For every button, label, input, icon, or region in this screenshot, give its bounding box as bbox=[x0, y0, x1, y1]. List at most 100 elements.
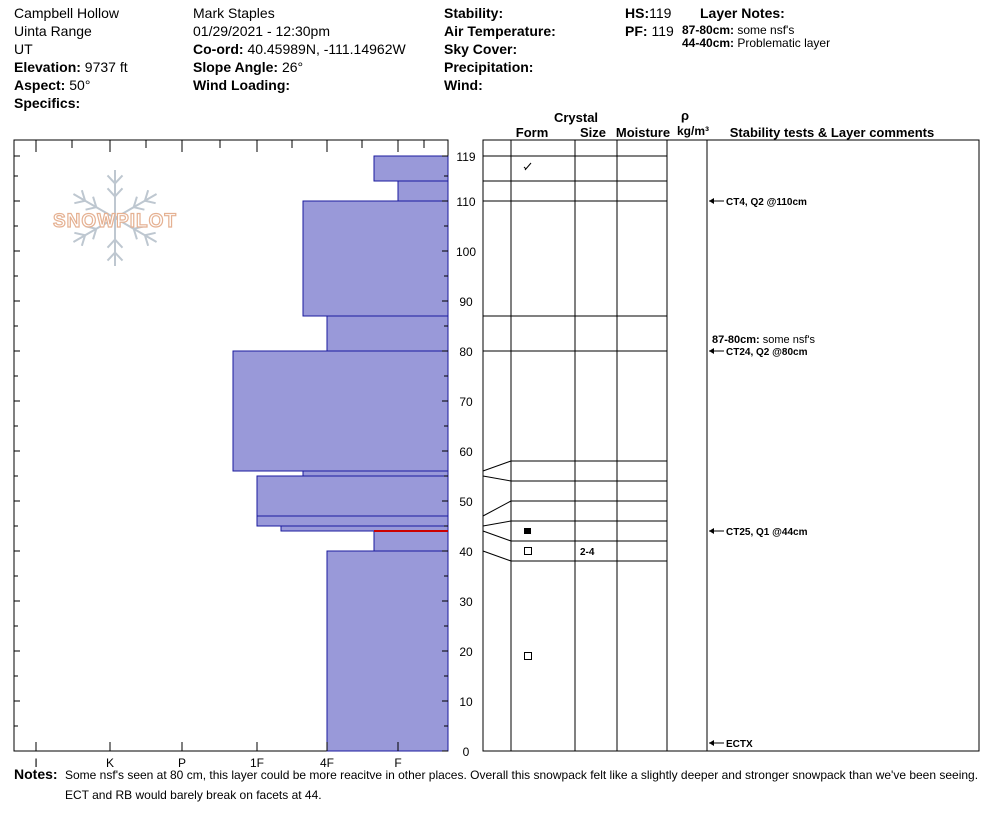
layer-table-frame bbox=[482, 139, 980, 752]
logo-flake-branch bbox=[132, 196, 138, 208]
depth-tick-label: 110 bbox=[456, 195, 475, 209]
aspect-value: 50° bbox=[69, 77, 91, 93]
aspect-row: Aspect: 50° bbox=[14, 76, 128, 94]
layer-notes-label: Layer Notes: bbox=[700, 5, 785, 21]
elevation-value: 9737 ft bbox=[84, 59, 128, 75]
layer-note-1: 87-80cm: some nsf's bbox=[682, 24, 830, 37]
notes-label: Notes: bbox=[14, 766, 58, 782]
logo-flake-branch bbox=[114, 251, 124, 262]
air-temp-label: Air Temperature: bbox=[444, 23, 556, 39]
hardness-bar bbox=[256, 475, 449, 517]
layer-connector bbox=[482, 520, 512, 527]
grain-faceted-icon bbox=[524, 547, 532, 555]
grain-faceted-icon bbox=[524, 652, 532, 660]
datetime: 01/29/2021 - 12:30pm bbox=[193, 23, 330, 39]
hardness-tick-label: 1F bbox=[250, 756, 264, 770]
density-unit-header: kg/m³ bbox=[677, 124, 709, 138]
stability-test-arrowhead bbox=[709, 528, 714, 534]
logo-flake-branch bbox=[106, 238, 116, 249]
depth-tick-label: 70 bbox=[459, 395, 473, 409]
crystal-header: Crystal bbox=[554, 110, 598, 125]
aspect-label: Aspect: bbox=[14, 77, 66, 93]
logo-flake-branch bbox=[106, 187, 116, 198]
stability-test-label: ECTX bbox=[726, 739, 753, 750]
coord-value: 40.45989N, -111.14962W bbox=[247, 41, 406, 57]
form-header: Form bbox=[516, 125, 549, 140]
wind-label: Wind: bbox=[444, 77, 483, 93]
logo-flake-branch bbox=[106, 251, 116, 262]
specifics-label: Specifics: bbox=[14, 95, 81, 111]
logo-flake-branch bbox=[74, 231, 86, 237]
hardness-tick-label: K bbox=[106, 756, 114, 770]
hardness-tick-label: I bbox=[34, 756, 37, 770]
depth-tick-label: 40 bbox=[459, 545, 473, 559]
hardness-bar bbox=[302, 200, 449, 317]
notes-line-1: Some nsf's seen at 80 cm, this layer cou… bbox=[65, 768, 979, 782]
sky-cover-label: Sky Cover: bbox=[444, 41, 518, 57]
logo-flake-branch bbox=[143, 234, 150, 247]
slope-label: Slope Angle: bbox=[193, 59, 279, 75]
logo-flake-branch bbox=[132, 228, 138, 240]
logo-flake-arm bbox=[114, 193, 158, 219]
wind-loading-row: Wind Loading: bbox=[193, 76, 406, 94]
hs-row: HS:119 bbox=[625, 4, 674, 22]
location: Campbell Hollow bbox=[14, 5, 120, 21]
depth-tick-label: 90 bbox=[459, 295, 473, 309]
layer-note-1-text: some nsf's bbox=[737, 23, 795, 37]
layer-comment: 87-80cm: some nsf's bbox=[712, 334, 815, 346]
hardness-bar bbox=[397, 180, 449, 202]
layer-note-2-text: Problematic layer bbox=[737, 36, 831, 50]
wind-loading-label: Wind Loading: bbox=[193, 77, 291, 93]
depth-tick-label: 50 bbox=[459, 495, 473, 509]
logo-flake-arm bbox=[114, 217, 158, 243]
hs-value: 119 bbox=[649, 5, 672, 21]
snowpilot-logo: SNOWPILOT bbox=[52, 170, 177, 266]
logo-flake-arm bbox=[72, 193, 116, 219]
specifics-row: Specifics: bbox=[14, 94, 128, 112]
stability-test-label: CT4, Q2 @110cm bbox=[726, 197, 807, 208]
observer: Mark Staples bbox=[193, 5, 275, 21]
logo-flake-branch bbox=[80, 234, 87, 247]
layer-connector bbox=[482, 460, 512, 472]
range: Uinta Range bbox=[14, 23, 92, 39]
hardness-bar bbox=[280, 525, 449, 532]
coord-label: Co-ord: bbox=[193, 41, 244, 57]
stability-label: Stability: bbox=[444, 5, 504, 21]
logo-flake-branch bbox=[74, 199, 86, 205]
grain-decomposing-icon-tick bbox=[523, 166, 527, 170]
stability-test-label: CT25, Q1 @44cm bbox=[726, 527, 808, 538]
logo-flake-branch bbox=[114, 174, 124, 185]
depth-tick-label: 30 bbox=[459, 595, 473, 609]
layer-note-2: 44-40cm: Problematic layer bbox=[682, 37, 830, 50]
grain-size-label: 2-4 bbox=[580, 547, 595, 558]
hardness-bar bbox=[232, 350, 449, 472]
moisture-header: Moisture bbox=[616, 125, 670, 140]
hs-label: HS: bbox=[625, 5, 650, 21]
depth-tick-label: 10 bbox=[459, 695, 473, 709]
logo-flake-branch bbox=[106, 174, 116, 185]
logo-text: SNOWPILOT bbox=[53, 211, 177, 232]
slope-row: Slope Angle: 26° bbox=[193, 58, 406, 76]
size-header: Size bbox=[580, 125, 606, 140]
logo-flake-branch bbox=[143, 189, 150, 202]
logo-flake-branch bbox=[85, 225, 97, 230]
state: UT bbox=[14, 41, 33, 57]
logo-flake-branch bbox=[144, 231, 156, 237]
layer-note-1-range: 87-80cm: bbox=[682, 23, 735, 37]
logo-flake-arm bbox=[72, 217, 116, 243]
depth-tick-label: 60 bbox=[459, 445, 473, 459]
elevation-label: Elevation: bbox=[14, 59, 81, 75]
logo-flake-branch bbox=[92, 196, 98, 208]
layer-connector bbox=[482, 475, 512, 482]
depth-tick-label: 0 bbox=[463, 745, 470, 759]
logo-flake-branch bbox=[80, 189, 87, 202]
hardness-bar bbox=[326, 315, 449, 352]
stability-test-arrowhead bbox=[709, 740, 714, 746]
hardness-tick-label: F bbox=[394, 756, 401, 770]
layer-note-2-range: 44-40cm: bbox=[682, 36, 735, 50]
pf-row: PF: 119 bbox=[625, 22, 674, 40]
stability-test-label: CT24, Q2 @80cm bbox=[726, 347, 808, 358]
depth-tick-label: 100 bbox=[456, 245, 476, 259]
stability-test-arrowhead bbox=[709, 198, 714, 204]
layer-connector bbox=[482, 500, 512, 517]
